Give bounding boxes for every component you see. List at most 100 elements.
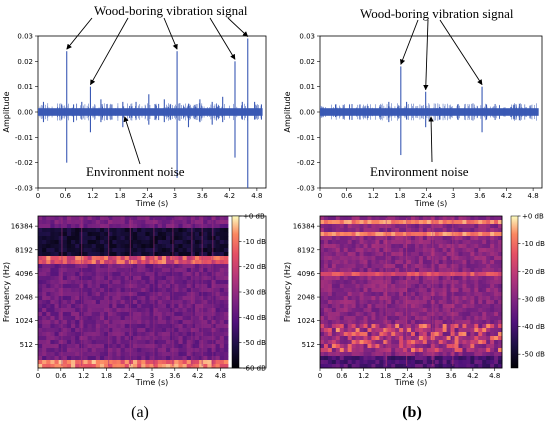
spectrogram-cell: [186, 216, 192, 221]
x-tick-label: 2.4: [421, 192, 433, 200]
spectrogram-cell: [371, 300, 376, 305]
spectrogram-cell: [375, 268, 380, 273]
spectrogram-cell: [367, 352, 372, 357]
spectrogram-cell: [223, 228, 229, 233]
spectrogram-cell: [498, 364, 503, 369]
spectrogram-cell: [371, 216, 376, 221]
spectrogram-cell: [395, 276, 400, 281]
spectrogram-cell: [182, 244, 188, 249]
spectrogram-cell: [157, 272, 163, 277]
spectrogram-cell: [211, 224, 217, 229]
spectrogram-cell: [414, 292, 420, 297]
spectrogram-cell: [407, 276, 412, 281]
spectrogram-cell: [478, 292, 483, 297]
spectrogram-cell: [120, 236, 126, 241]
spectrogram-cell: [133, 304, 138, 309]
spectrogram-cell: [223, 312, 229, 317]
spectrogram-cell: [219, 248, 225, 253]
spectrogram-cell: [145, 344, 150, 349]
spectrogram-cell: [133, 228, 138, 233]
spectrogram-cell: [379, 332, 384, 337]
spectrogram-cell: [145, 328, 150, 333]
spectrogram-cell: [347, 224, 353, 229]
spectrogram-cell: [66, 356, 72, 361]
spectrogram-cell: [38, 220, 43, 225]
spectrogram-cell: [359, 324, 364, 329]
spectrogram-cell: [327, 228, 333, 233]
spectrogram-cell: [494, 360, 499, 365]
spectrogram-cell: [438, 256, 444, 261]
spectrogram-cell: [71, 228, 76, 233]
spectrogram-cell: [391, 232, 396, 237]
spectrogram-cell: [466, 276, 471, 281]
spectrogram-cell: [75, 232, 80, 237]
spectrogram-cell: [194, 232, 200, 237]
spectrogram-cell: [335, 320, 341, 325]
colorbar-tick-label: -40 dB: [243, 314, 266, 322]
spectrogram-cell: [347, 220, 353, 225]
spectrogram-cell: [62, 284, 68, 289]
spectrogram-cell: [478, 328, 483, 333]
spectrogram-cell: [58, 328, 64, 333]
spectrogram-cell: [426, 288, 432, 293]
spectrogram-cell: [470, 252, 475, 257]
spectrogram-cell: [166, 336, 171, 341]
spectrogram-cell: [482, 280, 487, 285]
spectrogram-cell: [87, 332, 93, 337]
spectrogram-cell: [211, 336, 217, 341]
spectrogram-cell: [153, 216, 159, 221]
spectrogram-cell: [347, 336, 353, 341]
spectrogram-cell: [351, 340, 357, 345]
spectrogram-cell: [474, 320, 479, 325]
spectrogram-cell: [375, 236, 380, 241]
spectrogram-cell: [62, 268, 68, 273]
spectrogram-cell: [466, 232, 471, 237]
spectrogram-cell: [375, 288, 380, 293]
spectrogram-cell: [58, 320, 64, 325]
spectrogram-cell: [38, 256, 43, 261]
spectrogram-cell: [442, 292, 448, 297]
spectrogram-cell: [99, 352, 105, 357]
spectrogram-cell: [462, 216, 467, 221]
spectrogram-cell: [219, 224, 225, 229]
spectrogram-cell: [91, 356, 97, 361]
spectrogram-cell: [403, 228, 408, 233]
spectrogram-cell: [442, 336, 448, 341]
spectrogram-cell: [71, 352, 76, 357]
x-tick-label: 0.6: [55, 372, 67, 380]
spectrogram-cell: [203, 340, 208, 345]
spectrogram-cell: [387, 332, 392, 337]
y-tick-label: 2048: [15, 294, 33, 302]
spectrogram-cell: [42, 216, 47, 221]
spectrogram-cell: [128, 284, 134, 289]
spectrogram-cell: [458, 300, 463, 305]
spectrogram-cell: [211, 320, 217, 325]
spectrogram-cell: [434, 236, 440, 241]
colorbar-tick-label: -10 dB: [522, 240, 545, 248]
spectrogram-cell: [54, 312, 60, 317]
spectrogram-cell: [446, 248, 451, 253]
spectrogram-cell: [494, 348, 499, 353]
spectrogram-cell: [166, 312, 171, 317]
spectrogram-cell: [199, 288, 204, 293]
spectrogram-cell: [371, 264, 376, 269]
y-tick-label: 16384: [11, 223, 34, 231]
spectrogram-cell: [403, 356, 408, 361]
x-axis-label: Time (s): [394, 378, 428, 387]
spectrogram-cell: [116, 264, 122, 269]
spectrogram-cell: [83, 352, 88, 357]
spectrogram-cell: [62, 264, 68, 269]
spectrogram-cell: [490, 216, 495, 221]
spectrogram-cell: [71, 328, 76, 333]
spectrogram-cell: [486, 352, 491, 357]
x-tick-label: 1.2: [87, 192, 98, 200]
spectrogram-cell: [498, 348, 503, 353]
spectrogram-cell: [141, 360, 146, 365]
spectrogram-cell: [66, 244, 72, 249]
spectrogram-cell: [323, 216, 329, 221]
spectrogram-cell: [71, 272, 76, 277]
spectrogram-cell: [355, 316, 360, 321]
spectrogram-cell: [116, 220, 122, 225]
spectrogram-cell: [62, 220, 68, 225]
spectrogram-cell: [223, 236, 229, 241]
